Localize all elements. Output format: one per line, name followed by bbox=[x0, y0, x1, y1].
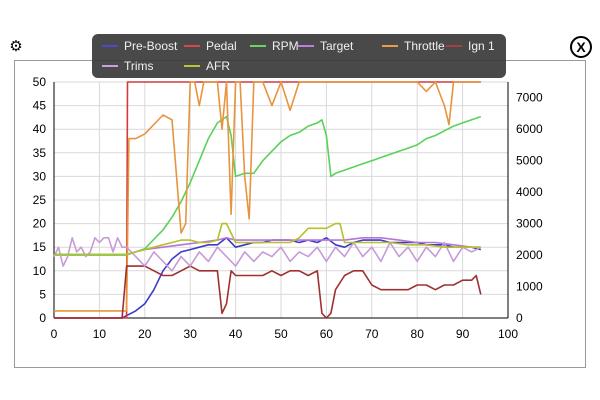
x-tick-label: 30 bbox=[184, 327, 198, 341]
y-left-tick-label: 30 bbox=[33, 169, 47, 183]
legend-label: Pre-Boost bbox=[124, 39, 178, 53]
x-tick-label: 10 bbox=[93, 327, 107, 341]
legend-label: Ign 1 bbox=[468, 39, 495, 53]
y-left-tick-label: 15 bbox=[33, 240, 47, 254]
legend-swatch bbox=[250, 45, 266, 47]
chart-legend: Pre-Boost Pedal RPM Target Throttle Ign 1 Trim… bbox=[92, 34, 506, 78]
series-line-trims bbox=[53, 237, 482, 272]
y-right-tick-label: 3000 bbox=[516, 217, 543, 231]
y-left-tick-label: 50 bbox=[33, 75, 47, 89]
y-left-tick-label: 5 bbox=[39, 287, 46, 301]
legend-label: AFR bbox=[206, 59, 230, 73]
gear-icon[interactable]: ⚙ bbox=[6, 36, 26, 56]
x-tick-label: 20 bbox=[138, 327, 152, 341]
legend-swatch bbox=[102, 65, 118, 67]
series-line-afr bbox=[54, 222, 481, 256]
y-left-tick-label: 20 bbox=[33, 217, 47, 231]
y-left-tick-label: 10 bbox=[33, 264, 47, 278]
y-right-tick-label: 4000 bbox=[516, 185, 543, 199]
y-left-tick-label: 25 bbox=[33, 193, 47, 207]
legend-item: Ign 1 bbox=[446, 37, 495, 55]
x-tick-label: 70 bbox=[365, 327, 379, 341]
legend-item: AFR bbox=[184, 57, 230, 75]
legend-swatch bbox=[102, 45, 118, 47]
y-left-tick-label: 45 bbox=[33, 99, 47, 113]
y-right-tick-label: 6000 bbox=[516, 122, 543, 136]
legend-item: Target bbox=[298, 37, 353, 55]
y-left-tick-label: 35 bbox=[33, 146, 47, 160]
legend-label: Throttle bbox=[404, 39, 445, 53]
legend-swatch bbox=[184, 45, 200, 47]
y-right-tick-label: 0 bbox=[516, 311, 523, 325]
legend-swatch bbox=[382, 45, 398, 47]
legend-item: RPM bbox=[250, 37, 299, 55]
legend-item: Throttle bbox=[382, 37, 445, 55]
x-tick-label: 50 bbox=[274, 327, 288, 341]
series-line-rpm bbox=[54, 115, 482, 256]
y-left-tick-label: 40 bbox=[33, 122, 47, 136]
x-tick-label: 0 bbox=[51, 327, 58, 341]
y-right-tick-label: 7000 bbox=[516, 91, 543, 105]
y-right-tick-label: 5000 bbox=[516, 154, 543, 168]
chart-frame bbox=[14, 60, 586, 368]
x-tick-label: 100 bbox=[498, 327, 518, 341]
legend-item: Pedal bbox=[184, 37, 237, 55]
legend-swatch bbox=[298, 45, 314, 47]
legend-label: RPM bbox=[272, 39, 299, 53]
series-line-target bbox=[54, 237, 481, 256]
legend-item: Pre-Boost bbox=[102, 37, 177, 55]
legend-swatch bbox=[446, 45, 462, 47]
x-tick-label: 40 bbox=[229, 327, 243, 341]
legend-label: Target bbox=[320, 39, 354, 53]
legend-item: Trims bbox=[102, 57, 154, 75]
legend-label: Pedal bbox=[206, 39, 237, 53]
y-right-tick-label: 2000 bbox=[516, 248, 543, 262]
x-tick-label: 80 bbox=[411, 327, 425, 341]
x-tick-label: 60 bbox=[320, 327, 334, 341]
y-right-tick-label: 1000 bbox=[516, 280, 543, 294]
series-line-ign-1 bbox=[54, 265, 482, 319]
y-left-tick-label: 0 bbox=[39, 311, 46, 325]
legend-swatch bbox=[184, 65, 200, 67]
legend-label: Trims bbox=[124, 59, 154, 73]
series-line-throttle bbox=[54, 81, 481, 312]
x-tick-label: 90 bbox=[456, 327, 470, 341]
close-icon[interactable]: X bbox=[570, 36, 592, 58]
